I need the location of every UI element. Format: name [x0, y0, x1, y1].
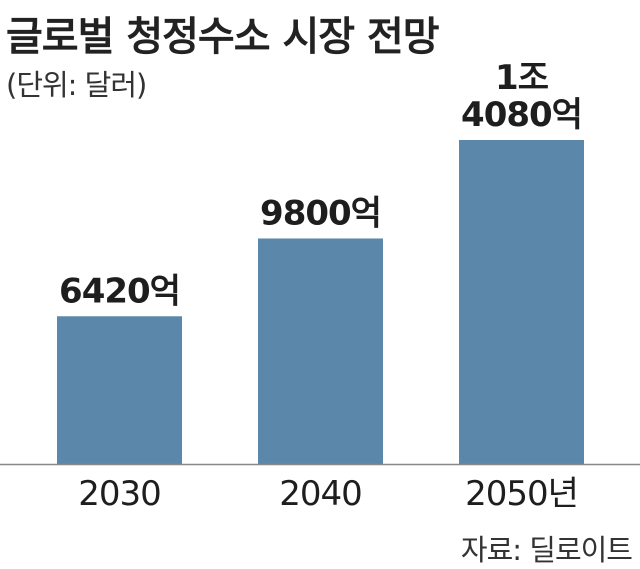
value-label-3-line-1: 1조 — [495, 58, 549, 98]
bar-3 — [459, 140, 584, 464]
chart-title: 글로벌 청정수소 시장 전망 — [6, 14, 440, 60]
unit-note: (단위: 달러) — [6, 68, 147, 102]
value-label-3-line-2: 4080억 — [461, 95, 582, 135]
value-label-2: 9800억 — [260, 193, 381, 233]
bar-1 — [57, 316, 182, 464]
value-label-1: 6420억 — [59, 271, 180, 311]
x-tick-label-3: 2050년 — [465, 474, 578, 514]
x-tick-label-1: 2030 — [78, 474, 161, 514]
bar-2 — [258, 238, 383, 464]
source-note: 자료: 딜로이트 — [460, 533, 633, 567]
x-tick-label-2: 2040 — [279, 474, 362, 514]
bars-group — [57, 140, 584, 464]
